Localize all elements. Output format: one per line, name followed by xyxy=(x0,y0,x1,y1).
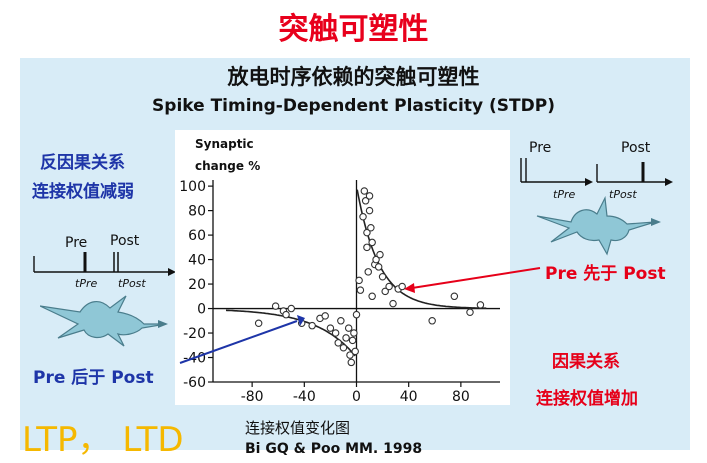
data-point xyxy=(351,347,359,356)
citation: Bi GQ & Poo MM. 1998 xyxy=(245,441,423,457)
data-point xyxy=(356,286,365,294)
y-axis-label-line1: Synaptic xyxy=(195,137,254,151)
x-tick-label: 0 xyxy=(352,389,361,405)
data-point xyxy=(398,282,406,291)
y-tick-label: 60 xyxy=(188,228,206,244)
data-point xyxy=(287,304,296,313)
x-tick-label: 80 xyxy=(452,389,470,405)
data-point xyxy=(359,212,367,221)
data-point xyxy=(466,308,474,316)
data-point xyxy=(363,243,371,252)
data-point xyxy=(372,255,380,264)
data-point xyxy=(364,268,372,276)
data-point xyxy=(350,329,358,337)
left-pre-label: Pre xyxy=(65,235,87,251)
right-spike-diagram: Pre Post tPre tPost xyxy=(520,140,673,201)
data-point xyxy=(297,319,306,327)
data-point xyxy=(331,329,340,337)
data-point xyxy=(367,223,375,232)
right-neuron-icon xyxy=(536,196,661,256)
y-axis-label-line2: change % xyxy=(195,159,260,173)
data-point xyxy=(321,312,329,320)
y-tick-label: 20 xyxy=(188,277,206,293)
data-point xyxy=(337,317,345,325)
data-point xyxy=(282,310,290,319)
left-neuron-icon xyxy=(40,295,168,347)
data-point xyxy=(271,302,280,310)
data-point xyxy=(368,292,376,301)
stdp-chart: Synaptic change % -60 -40 -20 0 20 40 60 80 100 -80… xyxy=(175,130,510,405)
data-point xyxy=(385,282,393,291)
data-point xyxy=(428,317,436,325)
pre-before-post-label: Pre 先于 Post xyxy=(545,264,666,284)
right-tpre-label: tPre xyxy=(553,188,575,201)
x-tick-label: -80 xyxy=(241,389,264,405)
data-point xyxy=(344,324,353,332)
data-point xyxy=(352,310,361,319)
data-point xyxy=(348,336,357,345)
data-point xyxy=(365,192,374,200)
data-point xyxy=(342,334,350,342)
data-point xyxy=(368,238,376,247)
ltp-ltd-text: LTP， LTD xyxy=(22,420,184,460)
data-point xyxy=(347,358,356,367)
slide-title: 突触可塑性 xyxy=(278,12,429,47)
x-tick-label: 40 xyxy=(400,389,418,405)
data-point xyxy=(381,287,389,296)
data-point xyxy=(361,197,370,205)
data-point xyxy=(450,292,459,301)
y-tick-label: -40 xyxy=(183,351,206,367)
data-point xyxy=(254,319,263,327)
weight-decrease-label: 连接权值减弱 xyxy=(32,182,134,202)
y-tick-label: 40 xyxy=(188,253,206,269)
data-point xyxy=(378,272,387,281)
data-point xyxy=(346,351,354,359)
data-point xyxy=(363,228,371,237)
chart-caption: 连接权值变化图 xyxy=(245,419,351,437)
subtitle-english: Spike Timing-Dependent Plasticity (STDP) xyxy=(152,96,555,116)
data-point xyxy=(365,206,374,215)
data-point xyxy=(334,339,342,347)
subtitle-chinese: 放电时序依赖的突触可塑性 xyxy=(227,65,480,89)
ltp-fit-curve xyxy=(356,189,487,309)
data-point xyxy=(374,263,383,271)
data-point xyxy=(326,324,335,332)
x-tick-label: -40 xyxy=(293,389,316,405)
pre-after-post-label: Pre 后于 Post xyxy=(33,368,154,388)
data-point xyxy=(389,299,397,308)
data-point xyxy=(376,250,384,259)
causal-label: 因果关系 xyxy=(552,352,620,372)
y-tick-label: 80 xyxy=(188,204,206,220)
left-post-label: Post xyxy=(110,233,140,249)
data-point xyxy=(360,187,369,195)
anti-causal-label: 反因果关系 xyxy=(40,153,125,173)
weight-increase-label: 连接权值增加 xyxy=(536,389,638,409)
data-point xyxy=(339,343,348,352)
y-tick-label: 100 xyxy=(179,179,206,195)
data-point xyxy=(355,276,363,285)
left-spike-diagram: Pre Post tPre tPost xyxy=(33,233,176,290)
data-point xyxy=(308,321,316,330)
right-post-label: Post xyxy=(621,140,651,156)
y-tick-label: -20 xyxy=(183,326,206,342)
y-tick-label: 0 xyxy=(197,302,206,318)
right-tpost-label: tPost xyxy=(609,188,637,201)
left-tpost-label: tPost xyxy=(118,277,146,290)
right-pre-label: Pre xyxy=(529,140,551,156)
stdp-chart-svg: Synaptic change % -60 -40 -20 0 20 40 60 80 100 -80… xyxy=(179,137,500,405)
y-tick-label: -60 xyxy=(183,375,206,391)
data-point xyxy=(476,301,485,309)
left-tpre-label: tPre xyxy=(75,277,97,290)
